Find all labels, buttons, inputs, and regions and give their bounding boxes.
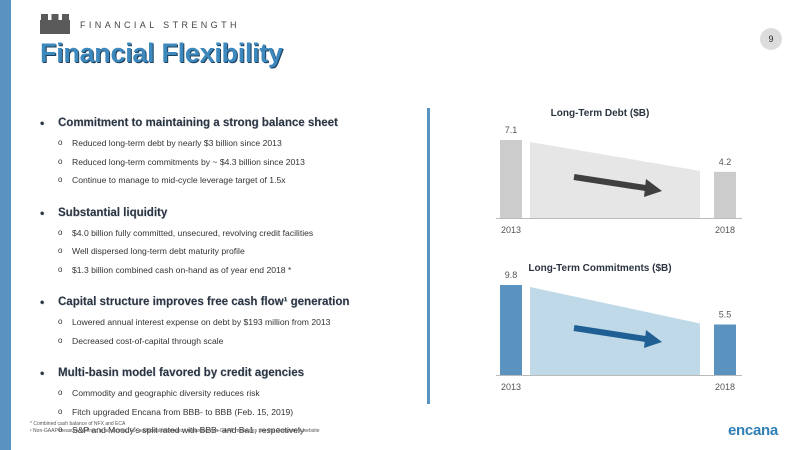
bullet-heading-text: Capital structure improves free cash flo… (58, 296, 350, 308)
chart-title: Long-Term Debt ($B) (551, 108, 650, 119)
page-number-badge: 9 (760, 28, 782, 50)
footnote-cash: * Combined cash balance of NFX and ECA (30, 421, 126, 427)
trend-arrow (573, 174, 653, 192)
page-title: Financial Flexibility (40, 38, 283, 68)
circle-bullet-icon: o (58, 246, 63, 255)
footnote-non-gaap: ¹ Non-GAAP measure; defined in advisorie… (30, 428, 320, 434)
bullet-heading: • Capital structure improves free cash fl… (40, 291, 420, 313)
bullet-group: • Commitment to maintaining a strong bala… (40, 112, 420, 190)
sub-bullet: o Lowered annual interest expense on debt… (40, 313, 420, 332)
trend-arrow (573, 325, 653, 343)
circle-bullet-icon: o (58, 335, 63, 345)
sub-bullet: o $4.0 billion fully committed, unsecured… (40, 224, 420, 243)
circle-bullet-icon: o (58, 425, 63, 434)
section-eyebrow: FINANCIAL STRENGTH (80, 20, 240, 30)
circle-bullet-icon: o (58, 156, 63, 166)
value-label: 9.8 (505, 270, 518, 280)
bullet-dot-icon: • (40, 205, 45, 220)
bullet-list: • Commitment to maintaining a strong bala… (40, 112, 420, 440)
sub-bullet-text: Reduced long-term debt by nearly $3 bill… (72, 138, 282, 148)
circle-bullet-icon: o (58, 138, 63, 147)
bullet-heading: • Substantial liquidity (40, 202, 420, 224)
bar-2013 (500, 140, 522, 218)
sub-bullet: o $1.3 billion combined cash on-hand as o… (40, 261, 420, 280)
bullet-group: • Multi-basin model favored by credit age… (40, 362, 420, 440)
circle-bullet-icon: o (58, 317, 63, 326)
value-label: 4.2 (719, 157, 732, 167)
bar-2013 (500, 285, 522, 375)
circle-bullet-icon: o (58, 388, 63, 397)
sub-bullet-text: Commodity and geographic diversity reduc… (72, 388, 260, 398)
sub-bullet: o Well dispersed long-term debt maturity … (40, 242, 420, 261)
encana-logo: encana (728, 422, 778, 439)
sub-bullet-text: Continue to manage to mid-cycle leverage… (72, 175, 286, 185)
trend-arrowhead (644, 179, 662, 197)
sub-bullet: o S&P and Moody's split rated with BBB- a… (40, 421, 420, 440)
bullet-dot-icon: • (40, 295, 45, 309)
bullet-group: • Substantial liquidity o $4.0 billion ful… (40, 202, 420, 280)
bullet-dot-icon: • (40, 366, 45, 380)
bar-2018 (714, 324, 736, 375)
sub-bullet: o Reduced long-term commitments by ~ $4.3… (40, 153, 420, 172)
sub-bullet-text: Fitch upgraded Encana from BBB- to BBB (… (72, 406, 294, 417)
x-tick-label: 2018 (715, 225, 735, 235)
chart-title: Long-Term Commitments ($B) (528, 263, 671, 274)
sub-bullet: o Commodity and geographic diversity redu… (40, 384, 420, 403)
x-tick-label: 2013 (501, 382, 521, 392)
circle-bullet-icon: o (58, 227, 63, 237)
sub-bullet-text: $1.3 billion combined cash on-hand as of… (72, 264, 292, 275)
circle-bullet-icon: o (58, 175, 63, 184)
sub-bullet-text: S&P and Moody's split rated with BBB- an… (72, 425, 305, 435)
circle-bullet-icon: o (58, 264, 63, 274)
left-accent-bar (0, 0, 11, 450)
bar-2018 (714, 171, 736, 218)
bullet-heading: • Commitment to maintaining a strong bala… (40, 112, 420, 134)
trend-shape (530, 287, 700, 375)
long-term-commitments-chart: Long-Term Commitments ($B) 9.8 5.5 2013 2018 (496, 263, 742, 392)
sub-bullet-text: Lowered annual interest expense on debt … (72, 317, 331, 327)
sub-bullet-text: Well dispersed long-term debt maturity p… (72, 246, 245, 256)
trend-shape (530, 142, 700, 218)
bullet-heading-text: Substantial liquidity (58, 206, 168, 219)
sub-bullet-text: Decreased cost-of-capital through scale (72, 335, 224, 346)
long-term-debt-chart: Long-Term Debt ($B) 7.1 4.2 2013 2018 (496, 108, 742, 235)
trend-arrowhead (644, 330, 662, 348)
circle-bullet-icon: o (58, 406, 63, 416)
sub-bullet: o Fitch upgraded Encana from BBB- to BBB … (40, 403, 420, 422)
value-label: 5.5 (719, 309, 732, 319)
sub-bullet: o Continue to manage to mid-cycle leverag… (40, 171, 420, 190)
bullet-heading-text: Commitment to maintaining a strong balan… (58, 117, 338, 129)
bullet-heading: • Multi-basin model favored by credit age… (40, 362, 420, 384)
bullet-dot-icon: • (40, 116, 45, 130)
x-tick-label: 2013 (501, 225, 521, 235)
x-tick-label: 2018 (715, 382, 735, 392)
bullet-heading-text: Multi-basin model favored by credit agen… (58, 367, 305, 379)
sub-bullet: o Reduced long-term debt by nearly $3 bil… (40, 134, 420, 153)
value-label: 7.1 (505, 125, 518, 135)
sub-bullet-text: Reduced long-term commitments by ~ $4.3 … (72, 156, 305, 167)
sub-bullet: o Decreased cost-of-capital through scale (40, 332, 420, 351)
bullet-group: • Capital structure improves free cash fl… (40, 291, 420, 350)
brick-logo-icon (40, 14, 70, 34)
sub-bullet-text: $4.0 billion fully committed, unsecured,… (72, 227, 314, 238)
vertical-divider (427, 108, 430, 404)
